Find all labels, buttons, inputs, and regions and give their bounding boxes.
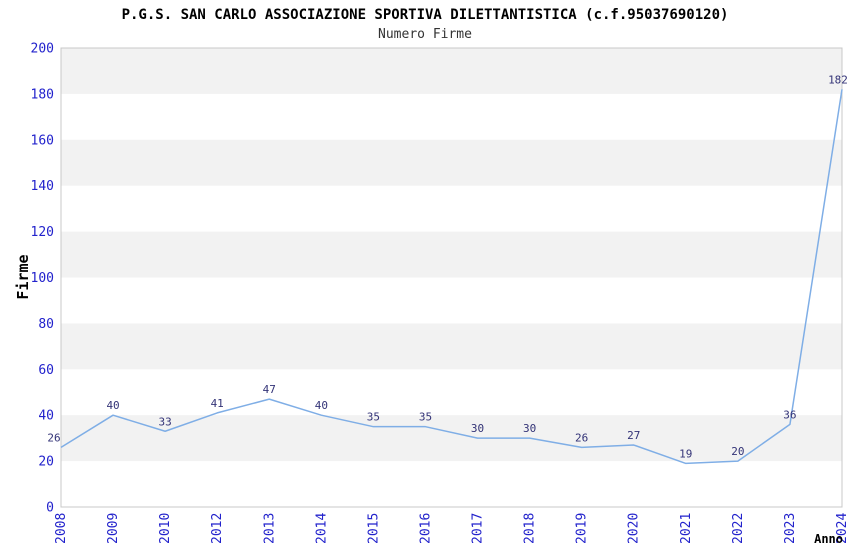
y-tick-label: 160 [31, 133, 54, 148]
x-tick-label: 2014 [314, 513, 329, 544]
grid-band [61, 415, 842, 462]
y-tick-label: 200 [31, 42, 54, 57]
x-tick-label: 2012 [210, 513, 225, 544]
x-tick-label: 2016 [418, 513, 433, 544]
y-tick-label: 0 [46, 501, 54, 516]
y-tick-label: 20 [38, 455, 54, 470]
data-point-label: 26 [47, 431, 60, 444]
data-point-label: 35 [419, 411, 432, 424]
y-tick-label: 180 [31, 87, 54, 102]
x-tick-label: 2009 [106, 513, 121, 544]
data-point-label: 182 [828, 73, 848, 86]
grid-band [61, 323, 842, 370]
x-tick-label: 2019 [575, 513, 590, 544]
chart-subtitle: Numero Firme [378, 27, 472, 42]
data-point-label: 40 [315, 399, 328, 412]
data-point-label: 35 [367, 411, 380, 424]
x-tick-label: 2023 [783, 513, 798, 544]
data-point-label: 30 [523, 422, 536, 435]
data-point-label: 36 [783, 408, 796, 421]
data-point-label: 41 [211, 397, 224, 410]
data-point-label: 20 [731, 445, 744, 458]
data-point-label: 27 [627, 429, 640, 442]
y-tick-label: 80 [38, 317, 54, 332]
grid-band [61, 139, 842, 186]
data-point-label: 26 [575, 431, 588, 444]
x-tick-label: 2008 [54, 513, 69, 544]
data-point-label: 19 [679, 447, 692, 460]
x-tick-label: 2018 [523, 513, 538, 544]
x-tick-label: 2020 [627, 513, 642, 544]
data-point-label: 47 [263, 383, 276, 396]
x-tick-label: 2010 [158, 513, 173, 544]
x-tick-label: 2017 [471, 513, 486, 544]
data-point-label: 33 [159, 415, 172, 428]
chart-title: P.G.S. SAN CARLO ASSOCIAZIONE SPORTIVA D… [121, 7, 729, 23]
x-tick-label: 2024 [835, 513, 850, 544]
y-axis-title: Firme [14, 254, 32, 299]
data-point-label: 30 [471, 422, 484, 435]
grid-band [61, 48, 842, 94]
grid-band [61, 231, 842, 278]
y-tick-label: 100 [31, 271, 54, 286]
data-line [60, 89, 843, 465]
y-tick-label: 40 [38, 409, 54, 424]
x-tick-label: 2022 [731, 513, 746, 544]
x-axis-title: Anno [814, 532, 843, 546]
data-point-label: 40 [106, 399, 119, 412]
x-tick-label: 2021 [679, 513, 694, 544]
y-tick-label: 60 [38, 363, 54, 378]
plot-border [60, 47, 843, 508]
y-tick-label: 120 [31, 225, 54, 240]
x-tick-label: 2015 [366, 513, 381, 544]
y-tick-label: 140 [31, 179, 54, 194]
x-tick-label: 2013 [262, 513, 277, 544]
